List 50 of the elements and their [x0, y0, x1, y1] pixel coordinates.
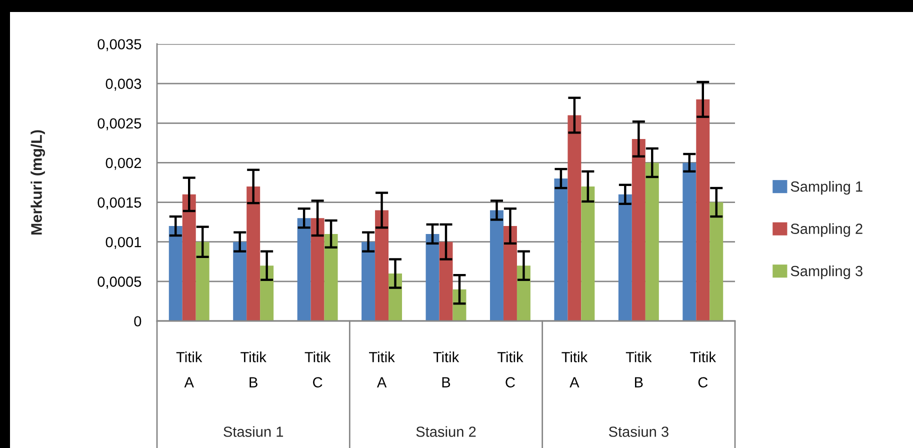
bar — [388, 274, 402, 321]
bar — [503, 226, 517, 321]
legend-label: Sampling 2 — [790, 223, 862, 237]
x-tick-label: Titik B — [240, 352, 266, 388]
y-tick-label: 0,0015 — [98, 197, 142, 210]
bar — [710, 202, 724, 321]
bar — [516, 266, 530, 321]
bar — [554, 178, 568, 321]
y-axis-title: Merkuri (mg/L) — [30, 130, 45, 235]
bar — [618, 194, 632, 321]
bar — [439, 242, 453, 321]
y-tick-label: 0 — [134, 316, 142, 326]
bar — [324, 234, 338, 321]
bar — [196, 242, 210, 321]
bar — [375, 210, 389, 321]
text: Stasiun 3 — [608, 426, 668, 437]
x-tick-label: Titik A — [369, 352, 395, 388]
text: Stasiun 1 — [224, 426, 284, 437]
text: Stasiun 2 — [416, 426, 476, 437]
x-tick-label: Titik C — [304, 352, 331, 388]
bar — [168, 226, 182, 321]
y-tick-label: 0,001 — [106, 236, 142, 250]
y-tick-label: 0,0025 — [98, 118, 142, 130]
y-tick-label: 0,003 — [106, 78, 142, 91]
bar — [260, 266, 274, 321]
x-tick-label: Titik A — [562, 352, 588, 388]
y-tick-label: 0,002 — [106, 158, 141, 170]
bar — [490, 210, 504, 321]
x-tick-label: Titik B — [626, 352, 652, 388]
bar — [696, 99, 710, 321]
x-tick-label: Titik A — [176, 352, 202, 388]
x-tick-label: Titik B — [433, 352, 460, 388]
y-tick-label: 0,0035 — [98, 39, 142, 52]
bar — [246, 186, 260, 321]
bar — [426, 234, 440, 321]
bar — [182, 194, 196, 321]
y-tick-label: 0,0005 — [98, 276, 142, 289]
bar — [568, 115, 582, 321]
bar — [310, 218, 324, 321]
legend-label: Sampling 3 — [790, 266, 862, 280]
x-tick-label: Titik C — [497, 352, 524, 388]
legend-label: Sampling 1 — [790, 181, 862, 195]
bar — [297, 218, 311, 321]
bar — [645, 162, 659, 321]
bar — [682, 162, 696, 321]
bar — [362, 242, 376, 321]
bar — [233, 242, 247, 321]
bar — [581, 186, 595, 321]
bar — [632, 138, 646, 321]
x-tick-label: Titik C — [690, 352, 716, 388]
